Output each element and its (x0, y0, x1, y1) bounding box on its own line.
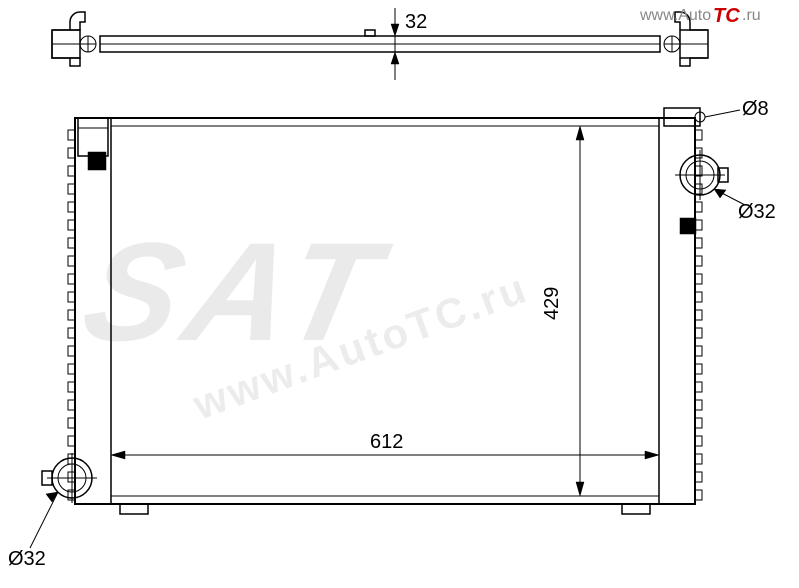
svg-text:TC: TC (713, 5, 740, 27)
dim-left-port: Ø32 (8, 548, 46, 570)
radiator-drawing: 32 placeholder (0, 0, 799, 588)
dim-right-port: Ø32 (738, 201, 776, 223)
dim-height: 429 (541, 287, 563, 320)
left-fins (68, 130, 75, 500)
dim-top-thickness: 32 (405, 11, 427, 33)
svg-text:.ru: .ru (742, 7, 761, 24)
svg-text:www.Auto: www.Auto (639, 7, 711, 24)
dim-hole-8: Ø8 (742, 98, 769, 120)
top-view: 32 (52, 8, 708, 80)
url-top-right: www.Auto TC .ru (639, 5, 761, 27)
watermarks: SAT www.AutoTC.ru www.Auto TC .ru (71, 5, 760, 429)
dim-width: 612 (370, 431, 403, 453)
right-fins (695, 130, 702, 500)
